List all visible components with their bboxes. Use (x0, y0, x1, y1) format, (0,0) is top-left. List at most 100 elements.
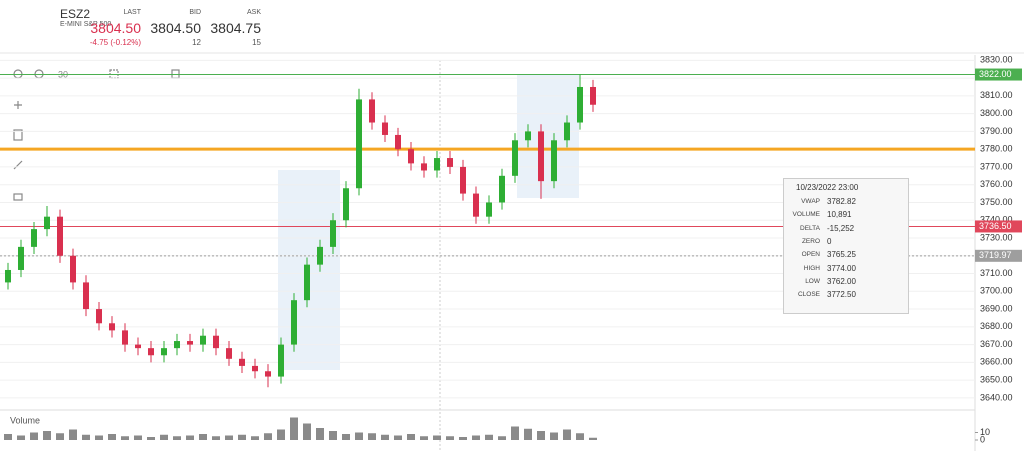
volume-bar (511, 426, 519, 440)
y-tick-label: 3700.00 (980, 286, 1013, 296)
tooltip-value: 3762.00 (827, 276, 856, 286)
candle-body (187, 341, 193, 345)
candle-body (356, 99, 362, 189)
volume-bar (498, 436, 506, 440)
tooltip-label: OPEN (801, 251, 820, 259)
tooltip-label: VWAP (801, 198, 820, 205)
candle-body (174, 341, 180, 349)
tooltip-label: LOW (805, 277, 820, 285)
candle-body (590, 86, 596, 105)
candle-body (83, 282, 89, 310)
lock-tool[interactable] (13, 193, 23, 201)
price-label: 3822.00 (979, 69, 1012, 79)
tooltip-label: VOLUME (792, 211, 820, 219)
price-label: 3719.97 (979, 250, 1012, 260)
bid-price: 3804.50 (150, 20, 201, 36)
last-price: 3804.50 (90, 20, 141, 36)
last-label: LAST (123, 9, 141, 16)
candle-body (200, 335, 206, 345)
tooltip: 10/23/2022 23:00 VWAP 3782.82 VOLUME 10,891… (783, 178, 909, 314)
y-tick-label: 3690.00 (980, 303, 1013, 313)
description: E-MINI S&P 500 (60, 21, 112, 28)
volume-bar (134, 435, 142, 440)
volume-bar (173, 436, 181, 440)
candle-body (447, 158, 453, 167)
volume-bar (251, 436, 259, 440)
candle-body (148, 348, 154, 356)
volume-bar (537, 431, 545, 440)
candle-body (122, 330, 128, 345)
price-label-bg (975, 249, 1022, 262)
select-tool[interactable] (109, 69, 119, 79)
candle-body (499, 175, 505, 203)
y-tick-label: 3640.00 (980, 392, 1013, 402)
volume-bar (316, 428, 324, 440)
volume-bar (264, 433, 272, 440)
volume-label: Volume (10, 415, 40, 425)
candle-body (538, 131, 544, 182)
candle-body (252, 365, 258, 372)
candle-body (473, 193, 479, 217)
zoom-in[interactable] (13, 69, 23, 79)
candle-body (70, 255, 76, 283)
candle-body (577, 86, 583, 123)
volume-bar (43, 431, 51, 440)
candle-body (265, 371, 271, 377)
y-tick-label: 3800.00 (980, 108, 1013, 118)
candle-body (317, 246, 323, 265)
candle-body (434, 158, 440, 171)
bid-label: BID (189, 9, 201, 16)
y-tick-label: 3790.00 (980, 126, 1013, 136)
volume-bar (524, 428, 532, 440)
candle-body (161, 348, 167, 356)
layout-tool[interactable] (171, 69, 180, 79)
tooltip-value: 0 (827, 236, 832, 246)
y-tick-label: 3680.00 (980, 321, 1013, 331)
toolbar (13, 69, 180, 201)
volume-bar (277, 429, 285, 440)
volume-bar (459, 437, 467, 440)
candle-body (408, 149, 414, 164)
volume-bar (56, 433, 64, 440)
volume-bar (95, 435, 103, 440)
y-tick-label: 3730.00 (980, 232, 1013, 242)
tooltip-value: 3774.00 (827, 263, 856, 273)
volume-bar (238, 434, 246, 440)
ask-size: 15 (252, 38, 261, 47)
volume-bar (17, 435, 25, 440)
candle-body (291, 300, 297, 345)
y-tick-label: 3740.00 (980, 215, 1013, 225)
candle-body (460, 166, 466, 194)
zoom-out[interactable] (34, 69, 44, 79)
candle-body (239, 358, 245, 366)
volume-bar (407, 434, 415, 440)
volume-bar (446, 436, 454, 440)
volume-bar (472, 435, 480, 440)
volume-bar (420, 436, 428, 440)
candle-body (304, 264, 310, 301)
volume-bar (589, 437, 597, 440)
candle-body (44, 216, 50, 230)
volume-bar (82, 434, 90, 440)
candle-body (96, 309, 102, 324)
volume-bar (433, 435, 441, 440)
volume-bar (329, 431, 337, 440)
change: -4.75 (-0.12%) (89, 38, 141, 47)
candle-body (486, 202, 492, 217)
volume-bar (303, 423, 311, 440)
ask-label: ASK (246, 9, 261, 16)
volume-bar (108, 434, 116, 440)
draw-tool[interactable] (13, 160, 23, 170)
volume-bar (290, 417, 298, 440)
volume-tick-label: 10 (980, 427, 990, 437)
y-tick-label: 3780.00 (980, 144, 1013, 154)
crosshair-tool[interactable] (14, 101, 22, 109)
volume-bar (342, 434, 350, 440)
symbol[interactable]: ESZ2 (60, 7, 91, 21)
notes-tool[interactable] (13, 129, 23, 141)
y-tick-label: 3770.00 (980, 161, 1013, 171)
volume-bar (212, 436, 220, 440)
volume-bar (30, 432, 38, 440)
candle-body (330, 220, 336, 247)
